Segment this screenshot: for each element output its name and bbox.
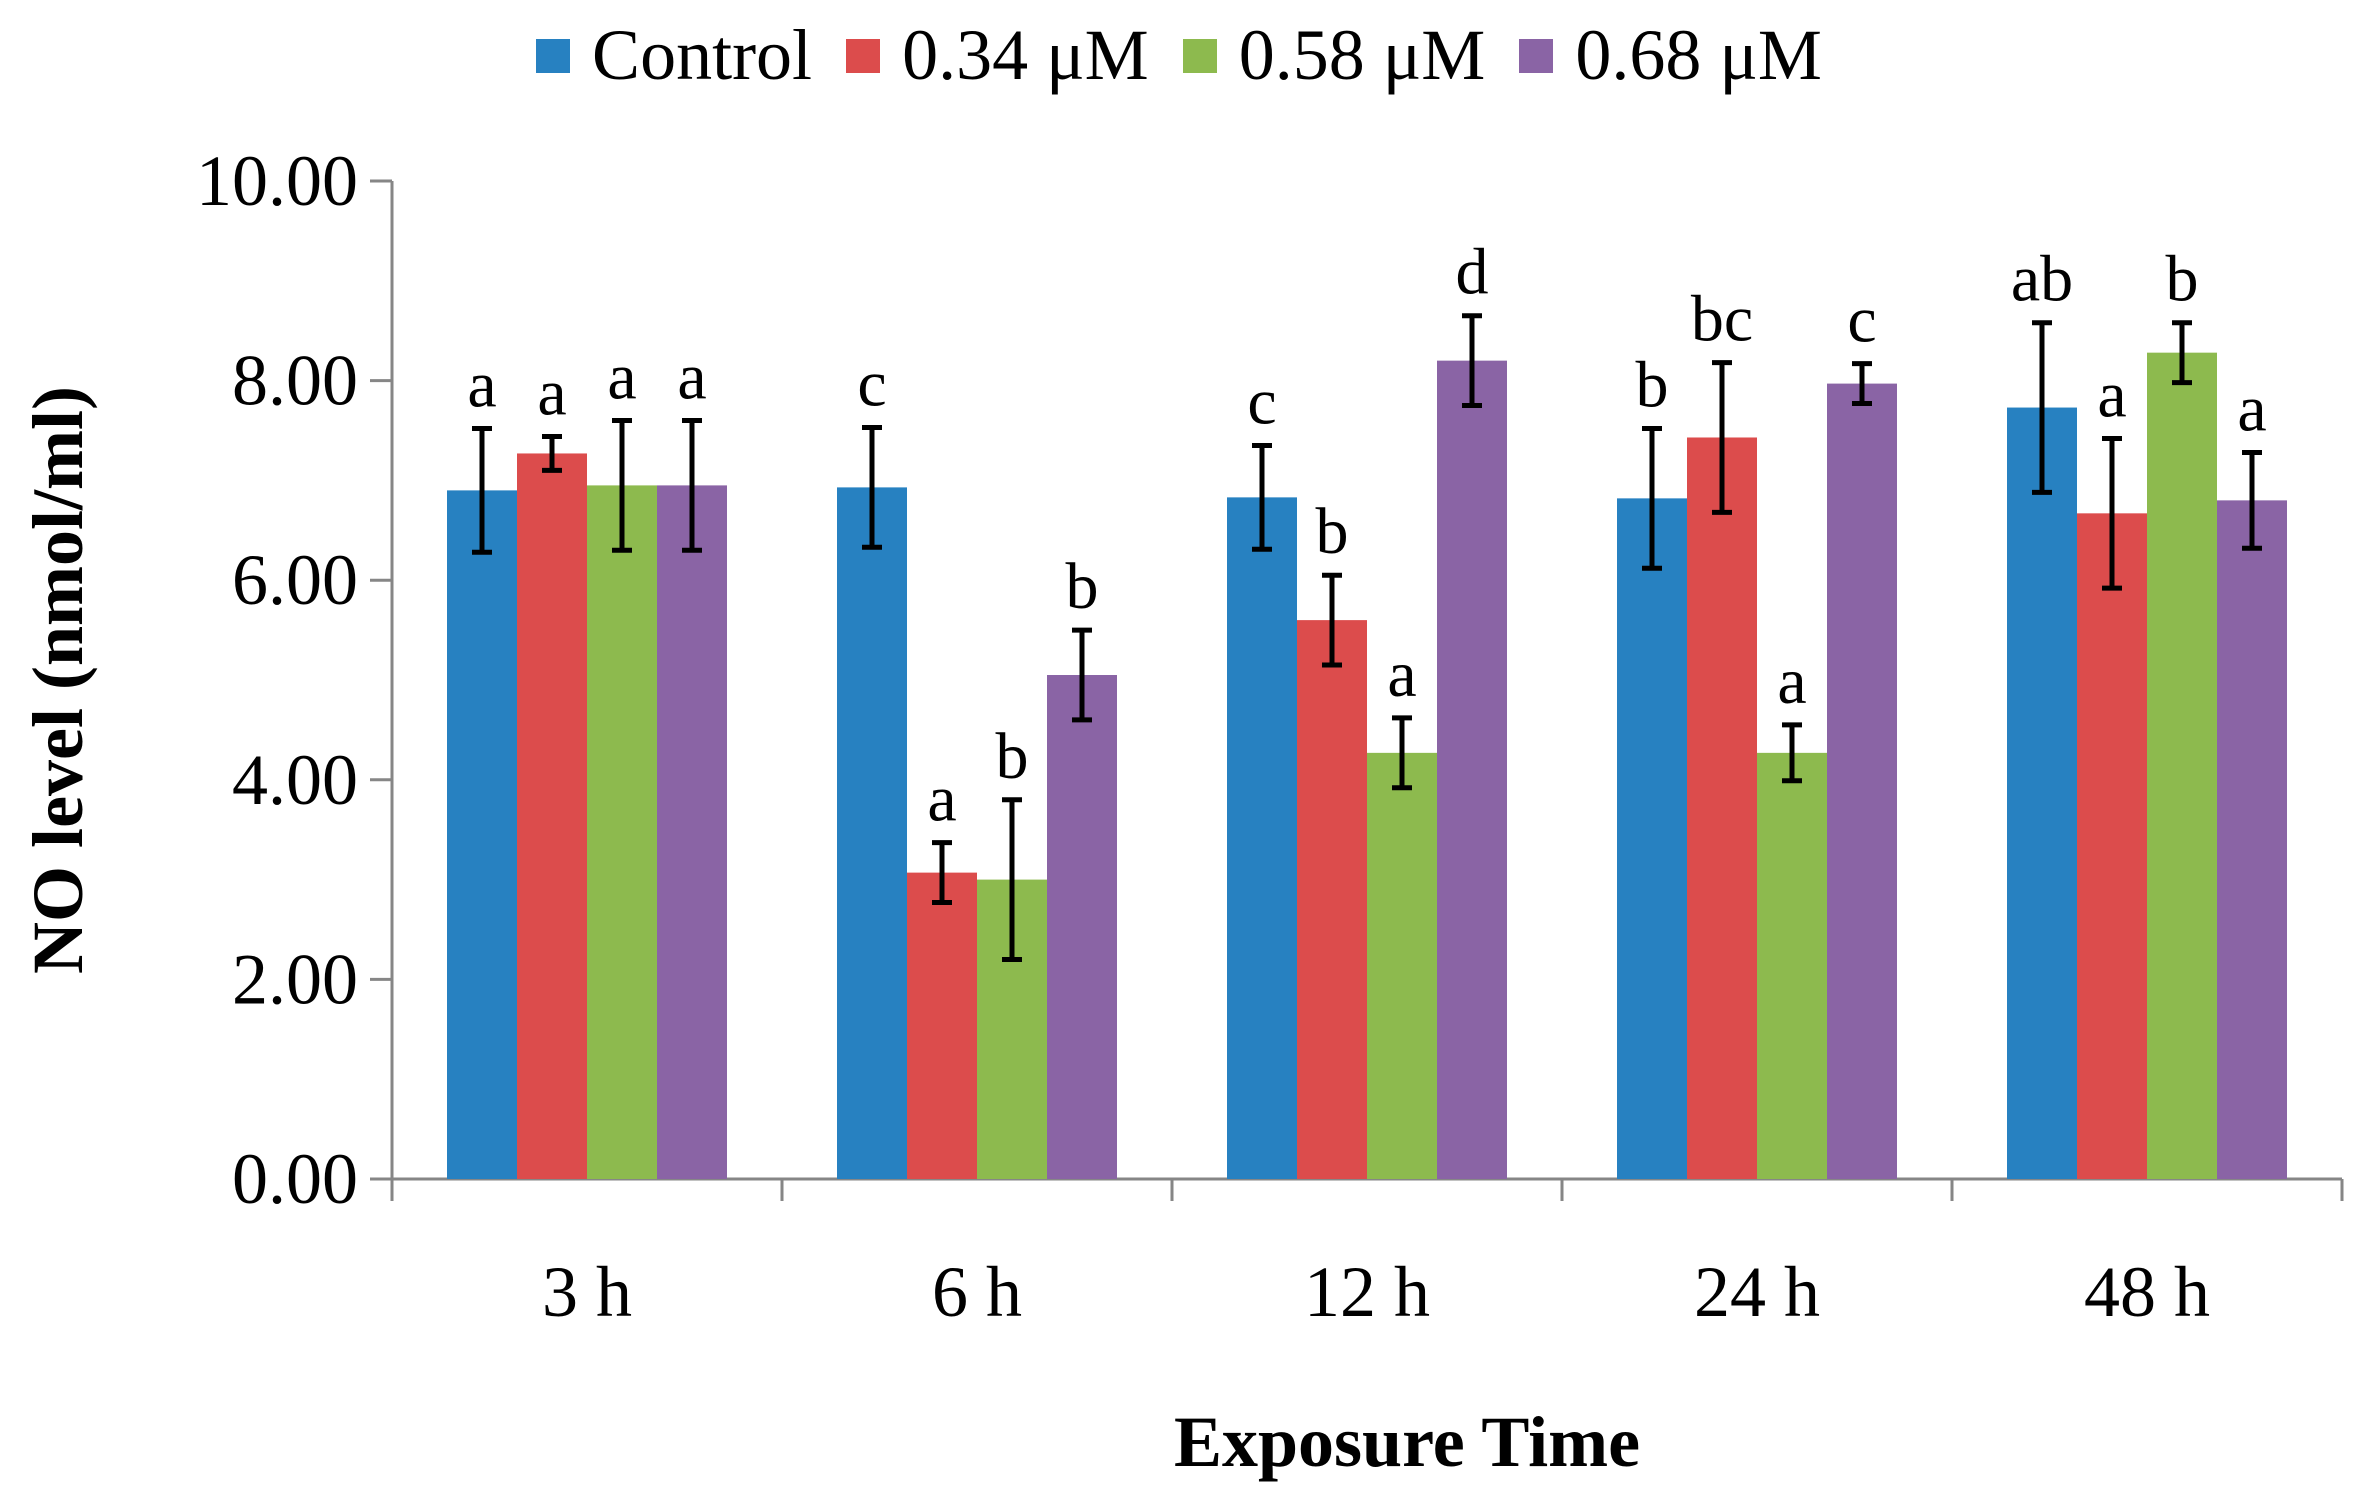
legend-item: 0.58 μM (1182, 14, 1486, 97)
bar (657, 485, 727, 1179)
x-tick-label: 12 h (1304, 1252, 1430, 1332)
bar (447, 490, 517, 1179)
bar (907, 872, 977, 1179)
y-tick-label: 4.00 (232, 740, 358, 820)
legend-swatch (536, 38, 571, 73)
y-tick-label: 0.00 (232, 1139, 358, 1219)
significance-label: a (467, 349, 496, 422)
significance-label: a (607, 341, 636, 414)
significance-label: a (537, 356, 566, 429)
bar (1367, 752, 1437, 1179)
bar (2007, 407, 2077, 1179)
significance-label: d (1456, 236, 1489, 309)
bar (1437, 360, 1507, 1179)
bar (517, 453, 587, 1180)
significance-label: a (1387, 638, 1416, 711)
bar (587, 485, 657, 1179)
legend-swatch (1182, 38, 1217, 73)
x-tick-label: 48 h (2084, 1252, 2210, 1332)
y-tick-label: 6.00 (232, 540, 358, 620)
y-axis-title: NO level (nmol/ml) (18, 386, 98, 974)
legend-item: 0.68 μM (1519, 14, 1822, 97)
legend-label: 0.58 μM (1238, 15, 1486, 95)
y-tick-label: 10.00 (196, 141, 358, 221)
x-tick-label: 3 h (542, 1252, 632, 1332)
significance-label: a (2097, 358, 2126, 431)
legend: Control 0.34 μM 0.58 μM 0.68 μM (0, 14, 2358, 97)
significance-label: c (1847, 284, 1876, 357)
significance-label: a (2237, 372, 2266, 445)
bar (837, 487, 907, 1179)
significance-label: bc (1691, 283, 1753, 356)
bar (2077, 513, 2147, 1179)
significance-label: b (996, 720, 1029, 793)
significance-label: c (1247, 365, 1276, 438)
bar (1757, 752, 1827, 1179)
legend-item: Control (536, 14, 812, 97)
significance-label: c (857, 348, 886, 421)
bar (2217, 500, 2287, 1179)
bar (2147, 352, 2217, 1179)
significance-label: a (927, 763, 956, 836)
y-tick-label: 2.00 (232, 939, 358, 1019)
significance-label: b (2166, 243, 2199, 316)
bar (1617, 498, 1687, 1179)
x-axis-title: Exposure Time (1174, 1402, 1640, 1482)
bar (1227, 497, 1297, 1180)
significance-label: b (1066, 550, 1099, 623)
x-tick-label: 6 h (932, 1252, 1022, 1332)
legend-label: 0.34 μM (902, 15, 1149, 95)
legend-label: 0.68 μM (1575, 15, 1822, 95)
significance-label: b (1316, 495, 1349, 568)
y-tick-label: 8.00 (232, 341, 358, 421)
legend-swatch (846, 38, 881, 73)
significance-label: ab (2011, 243, 2073, 316)
significance-label: b (1636, 349, 1669, 422)
x-tick-label: 24 h (1694, 1252, 1820, 1332)
legend-label: Control (592, 15, 813, 95)
bar (1687, 437, 1757, 1180)
bar (1297, 620, 1367, 1179)
legend-item: 0.34 μM (846, 14, 1149, 97)
bar (1047, 675, 1117, 1179)
significance-label: a (677, 341, 706, 414)
legend-swatch (1519, 38, 1554, 73)
bar (1827, 383, 1897, 1179)
significance-label: a (1777, 645, 1806, 718)
